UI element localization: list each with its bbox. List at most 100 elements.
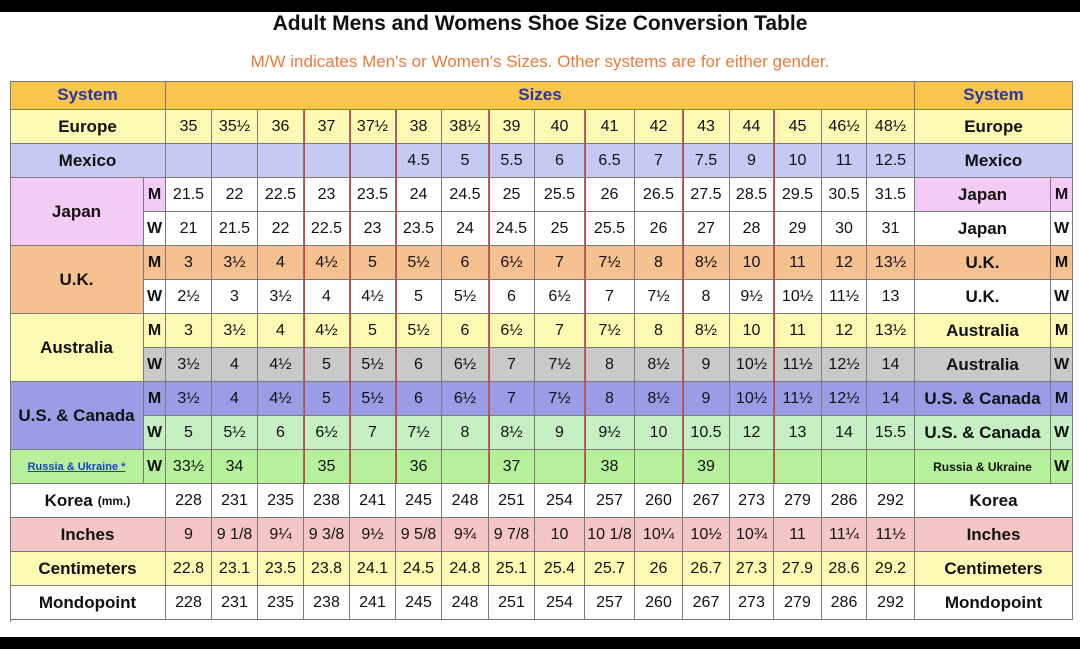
mw-marker-right-uk_w: W: [1051, 280, 1073, 314]
row-label-right-inches: Inches: [915, 518, 1073, 552]
size-cell-russia: 36: [396, 450, 442, 484]
size-cell-korea: 273: [730, 484, 774, 518]
size-cell-uk_w: 5: [396, 280, 442, 314]
size-cell-us_m: 3½: [166, 382, 212, 416]
size-cell-uk_w: 3: [212, 280, 258, 314]
size-cell-inches: 10: [535, 518, 585, 552]
size-cell-mondo: 248: [442, 586, 489, 620]
size-cell-mexico: [258, 144, 304, 178]
size-cell-aus_m: 4: [258, 314, 304, 348]
size-cell-uk_m: 5½: [396, 246, 442, 280]
size-cell-japan_w: 25.5: [585, 212, 635, 246]
size-cell-mondo: 251: [489, 586, 535, 620]
row-label-mondo: Mondopoint: [10, 586, 166, 620]
size-cell-korea: 241: [350, 484, 396, 518]
size-cell-europe: 40: [535, 110, 585, 144]
size-cell-uk_w: 2½: [166, 280, 212, 314]
row-label-right-japan_w: Japan: [915, 212, 1051, 246]
size-cell-korea: 238: [304, 484, 350, 518]
size-cell-aus_w: 4: [212, 348, 258, 382]
size-cell-mexico: 10: [774, 144, 822, 178]
size-cell-russia: [635, 450, 683, 484]
size-cell-mondo: 257: [585, 586, 635, 620]
size-cell-japan_w: 23.5: [396, 212, 442, 246]
russia-ukraine-link[interactable]: Russia & Ukraine *: [10, 450, 144, 484]
size-cell-uk_w: 4: [304, 280, 350, 314]
size-cell-japan_w: 25: [535, 212, 585, 246]
size-cell-japan_m: 27.5: [683, 178, 730, 212]
size-cell-europe: 38: [396, 110, 442, 144]
size-cell-uk_m: 11: [774, 246, 822, 280]
size-cell-mexico: 7: [635, 144, 683, 178]
size-cell-aus_w: 4½: [258, 348, 304, 382]
size-cell-japan_m: 23: [304, 178, 350, 212]
mw-marker-right-us_w: W: [1051, 416, 1073, 450]
size-cell-inches: 10½: [683, 518, 730, 552]
row-label-mexico: Mexico: [10, 144, 166, 178]
size-cell-us_m: 10½: [730, 382, 774, 416]
header-sizes: Sizes: [166, 81, 915, 110]
size-cell-aus_w: 5½: [350, 348, 396, 382]
size-cell-mondo: 279: [774, 586, 822, 620]
size-cell-uk_m: 12: [822, 246, 867, 280]
size-cell-russia: [258, 450, 304, 484]
size-cell-europe: 42: [635, 110, 683, 144]
size-cell-aus_m: 6: [442, 314, 489, 348]
size-cell-us_m: 12½: [822, 382, 867, 416]
size-cell-uk_w: 7½: [635, 280, 683, 314]
size-cell-japan_w: 30: [822, 212, 867, 246]
red-divider-line: [774, 110, 775, 484]
size-cell-korea: 257: [585, 484, 635, 518]
size-cell-cm: 27.9: [774, 552, 822, 586]
size-cell-us_w: 5: [166, 416, 212, 450]
size-cell-japan_m: 29.5: [774, 178, 822, 212]
size-cell-europe: 43: [683, 110, 730, 144]
size-cell-mondo: 273: [730, 586, 774, 620]
size-cell-us_w: 9: [535, 416, 585, 450]
size-cell-cm: 27.3: [730, 552, 774, 586]
size-cell-cm: 24.1: [350, 552, 396, 586]
size-cell-russia: [535, 450, 585, 484]
korea-label: Korea: [44, 490, 93, 510]
size-cell-aus_m: 7: [535, 314, 585, 348]
size-cell-inches: 9¾: [442, 518, 489, 552]
size-cell-uk_w: 4½: [350, 280, 396, 314]
size-cell-korea: 292: [867, 484, 915, 518]
size-cell-aus_m: 3: [166, 314, 212, 348]
size-cell-us_w: 14: [822, 416, 867, 450]
size-cell-uk_w: 11½: [822, 280, 867, 314]
size-cell-europe: 36: [258, 110, 304, 144]
size-cell-mexico: 5: [442, 144, 489, 178]
size-cell-japan_m: 22.5: [258, 178, 304, 212]
size-cell-mexico: [350, 144, 396, 178]
size-cell-aus_w: 10½: [730, 348, 774, 382]
size-cell-korea: 248: [442, 484, 489, 518]
row-label-cm: Centimeters: [10, 552, 166, 586]
size-cell-russia: 35: [304, 450, 350, 484]
mw-marker-uk_m: M: [144, 246, 166, 280]
size-cell-mexico: [212, 144, 258, 178]
size-cell-mexico: [304, 144, 350, 178]
size-cell-cm: 25.1: [489, 552, 535, 586]
row-label-right-aus_w: Australia: [915, 348, 1051, 382]
size-cell-japan_m: 30.5: [822, 178, 867, 212]
size-cell-mondo: 235: [258, 586, 304, 620]
size-cell-europe: 45: [774, 110, 822, 144]
size-cell-korea: 260: [635, 484, 683, 518]
size-cell-uk_m: 4½: [304, 246, 350, 280]
size-cell-uk_m: 7: [535, 246, 585, 280]
size-cell-cm: 26: [635, 552, 683, 586]
size-cell-aus_w: 8: [585, 348, 635, 382]
size-cell-uk_m: 4: [258, 246, 304, 280]
size-cell-cm: 25.4: [535, 552, 585, 586]
row-label-uk: U.K.: [10, 246, 144, 314]
red-divider-line: [350, 110, 351, 484]
row-label-right-japan_m: Japan: [915, 178, 1051, 212]
size-cell-uk_w: 9½: [730, 280, 774, 314]
size-cell-mexico: 5.5: [489, 144, 535, 178]
page-subtitle: M/W indicates Men's or Women's Sizes. Ot…: [250, 52, 830, 71]
size-cell-uk_m: 13½: [867, 246, 915, 280]
mw-marker-right-russia: W: [1051, 450, 1073, 484]
size-cell-mexico: 7.5: [683, 144, 730, 178]
size-cell-us_w: 7: [350, 416, 396, 450]
